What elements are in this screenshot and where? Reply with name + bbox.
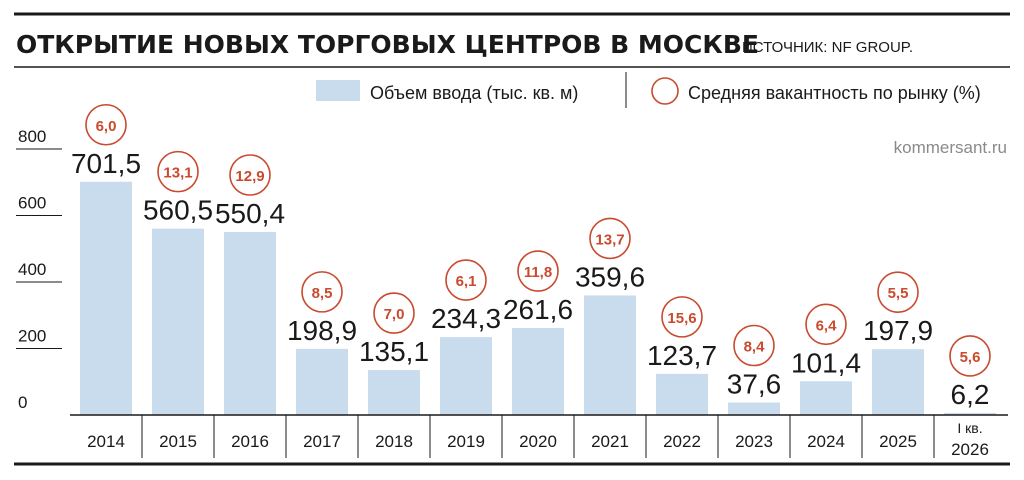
bar-value-label: 550,4 bbox=[215, 198, 285, 229]
vacancy-label: 11,8 bbox=[524, 264, 552, 281]
vacancy-circle bbox=[301, 271, 343, 313]
vacancy-circle bbox=[949, 335, 991, 377]
vacancy-label: 8,4 bbox=[744, 338, 766, 355]
y-tick-label: 600 bbox=[18, 194, 46, 213]
bar bbox=[80, 181, 132, 415]
bar-value-label: 123,7 bbox=[647, 340, 717, 371]
legend-swatch-vacancy bbox=[651, 77, 679, 105]
x-tick-label: I кв. bbox=[957, 420, 982, 436]
x-tick-label: 2015 bbox=[159, 432, 197, 451]
vacancy-label: 15,6 bbox=[667, 310, 696, 327]
vacancy-label: 6,4 bbox=[816, 317, 838, 334]
bar bbox=[656, 373, 708, 415]
bar bbox=[872, 349, 924, 415]
bar bbox=[728, 402, 780, 415]
bar bbox=[296, 348, 348, 415]
chart-title: ОТКРЫТИЕ НОВЫХ ТОРГОВЫХ ЦЕНТРОВ В МОСКВЕ bbox=[16, 30, 759, 59]
site-credit: kommersant.ru bbox=[894, 138, 1007, 157]
x-tick-label: 2019 bbox=[447, 432, 485, 451]
y-tick-label: 800 bbox=[18, 127, 46, 146]
bar bbox=[368, 370, 420, 415]
bar-value-label: 359,6 bbox=[575, 261, 645, 292]
bar bbox=[944, 412, 996, 415]
bar-value-label: 560,5 bbox=[143, 195, 213, 226]
x-tick-label: 2023 bbox=[735, 432, 773, 451]
vacancy-circle bbox=[661, 296, 703, 338]
x-tick-label: 2025 bbox=[879, 432, 917, 451]
bar-value-label: 135,1 bbox=[359, 336, 429, 367]
bar bbox=[440, 337, 492, 415]
vacancy-circle bbox=[733, 324, 775, 367]
bar-value-label: 6,2 bbox=[951, 379, 990, 410]
vacancy-circle bbox=[805, 303, 847, 346]
vacancy-label: 8,5 bbox=[312, 285, 333, 302]
legend-swatch-volume bbox=[316, 80, 360, 101]
bar-value-label: 234,3 bbox=[431, 303, 501, 334]
x-tick-label: 2017 bbox=[303, 432, 341, 451]
legend: Объем ввода (тыс. кв. м) Средняя вакантн… bbox=[316, 72, 981, 108]
vacancy-markers: 6,0 13,1 12,9 8,5 7,0 6,1 11,8 13,7 15,6 8,4 6,4 5,… bbox=[85, 103, 991, 377]
vacancy-circle bbox=[517, 250, 559, 292]
vacancy-circle bbox=[229, 154, 271, 196]
vacancy-label: 13,1 bbox=[163, 165, 192, 182]
vacancy-label: 6,1 bbox=[456, 273, 477, 290]
bar bbox=[224, 231, 276, 415]
bar bbox=[800, 381, 852, 415]
y-tick-label: 0 bbox=[18, 393, 27, 412]
bar-value-label: 197,9 bbox=[863, 315, 933, 346]
y-tick-label: 200 bbox=[18, 327, 46, 346]
bar-value-label: 701,5 bbox=[71, 148, 141, 179]
vacancy-label: 12,9 bbox=[235, 168, 264, 185]
vacancy-label: 13,7 bbox=[595, 231, 624, 248]
vacancy-circle bbox=[589, 217, 631, 260]
vacancy-label: 6,0 bbox=[96, 118, 117, 135]
x-tick-label: 2014 bbox=[87, 432, 125, 451]
source-note: ИСТОЧНИК: NF GROUP. bbox=[742, 39, 913, 56]
x-tick-label: 2022 bbox=[663, 432, 701, 451]
x-tick-label: 2024 bbox=[807, 432, 845, 451]
vacancy-label: 5,6 bbox=[960, 349, 981, 366]
legend-label-volume: Объем ввода (тыс. кв. м) bbox=[370, 83, 578, 103]
bar-value-label: 261,6 bbox=[503, 294, 573, 325]
y-axis: 0 200 400 600 800 bbox=[16, 127, 62, 412]
vacancy-circle bbox=[373, 292, 415, 334]
bar bbox=[584, 295, 636, 415]
x-tick-label: 2018 bbox=[375, 432, 413, 451]
x-tick-label: 2026 bbox=[951, 440, 989, 459]
vacancy-label: 5,5 bbox=[888, 285, 909, 302]
bar-value-label: 101,4 bbox=[791, 347, 861, 378]
vacancy-circle bbox=[85, 103, 127, 146]
x-axis: 2014 2015 2016 2017 2018 2019 2020 2021 2022 2023… bbox=[87, 415, 989, 459]
legend-label-vacancy: Средняя вакантность по рынку (%) bbox=[688, 83, 981, 103]
bar-value-label: 37,6 bbox=[727, 368, 782, 399]
bar-value-label: 198,9 bbox=[287, 315, 357, 346]
vacancy-circle bbox=[877, 271, 919, 313]
x-tick-label: 2021 bbox=[591, 432, 629, 451]
bar bbox=[152, 228, 204, 415]
x-tick-label: 2016 bbox=[231, 432, 269, 451]
vacancy-circle bbox=[157, 150, 199, 193]
vacancy-label: 7,0 bbox=[384, 306, 405, 323]
bar bbox=[512, 328, 564, 415]
y-tick-label: 400 bbox=[18, 260, 46, 279]
x-tick-label: 2020 bbox=[519, 432, 557, 451]
vacancy-circle bbox=[445, 259, 487, 301]
